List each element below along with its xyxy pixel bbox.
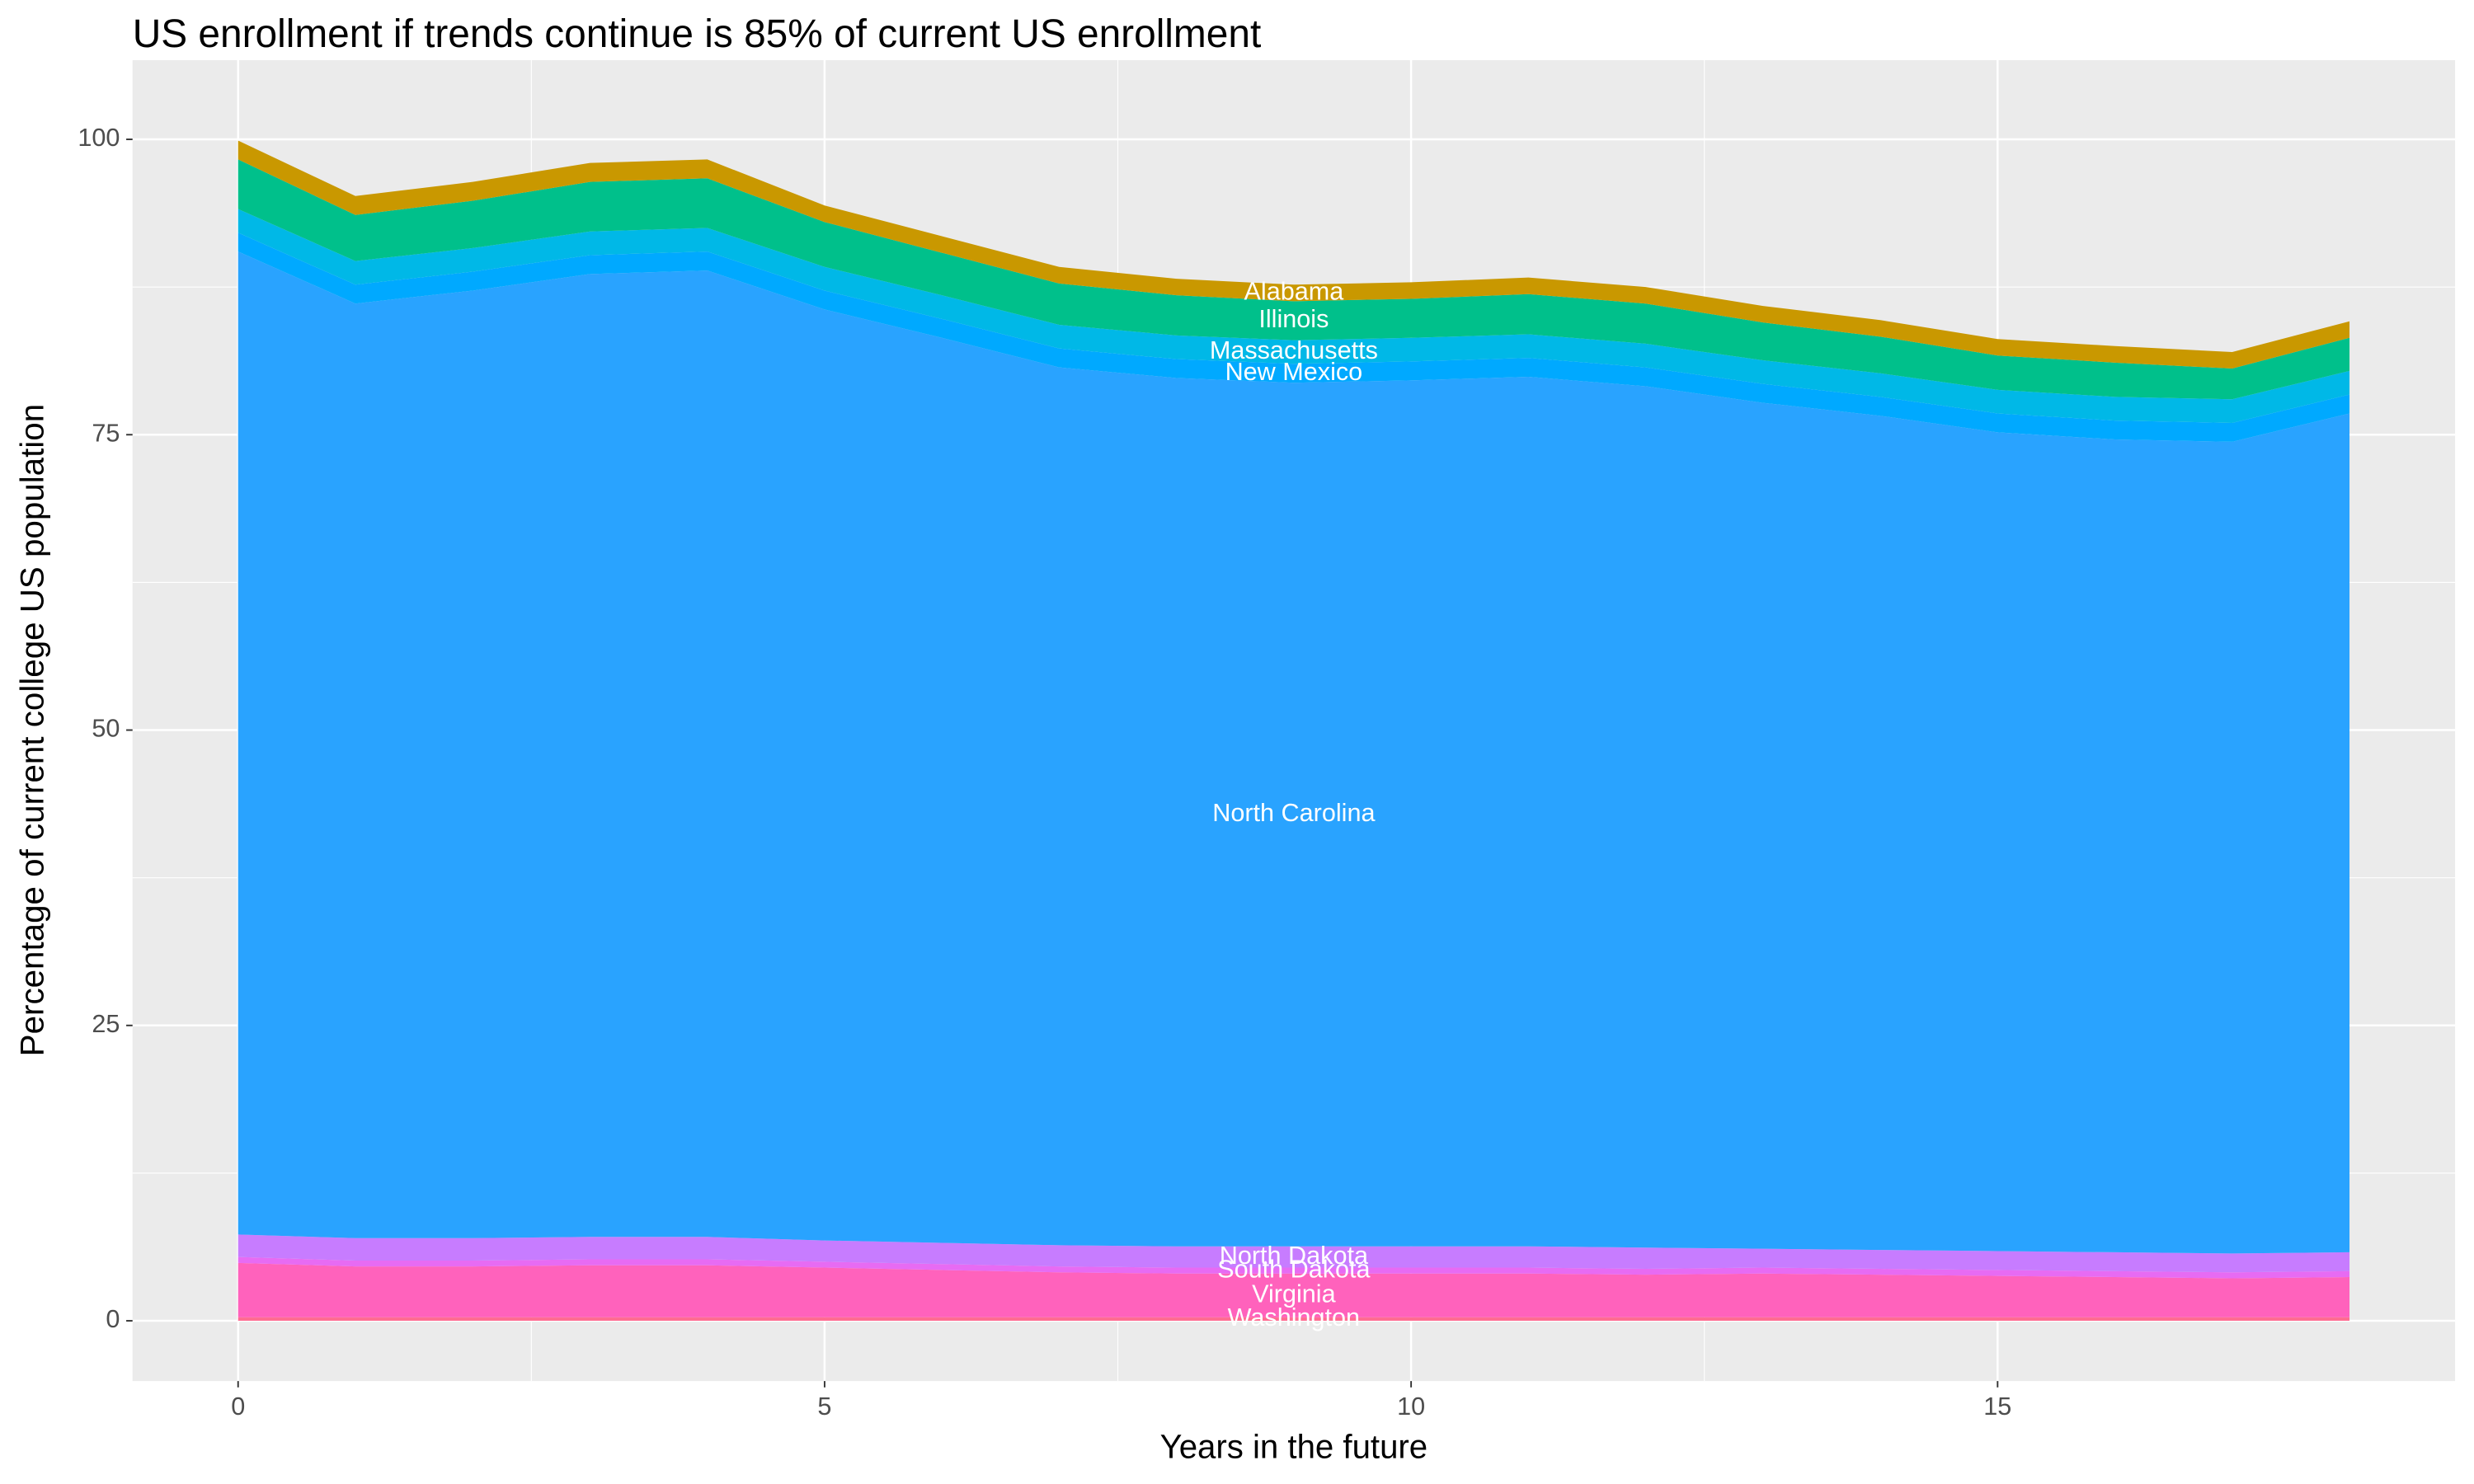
y-tick-label: 25 — [92, 1010, 120, 1038]
x-tick-label: 0 — [231, 1392, 245, 1421]
area — [238, 1317, 2350, 1322]
series-label: Massachusetts — [1210, 336, 1378, 364]
x-tick-label: 15 — [1983, 1392, 2011, 1421]
x-axis-title: Years in the future — [1160, 1428, 1428, 1465]
series-label: North Carolina — [1212, 799, 1376, 827]
series-label: Washington — [1228, 1303, 1360, 1331]
series-label: South Dakota — [1217, 1255, 1371, 1283]
area — [238, 159, 2350, 400]
axes: 0 25 50 75 100 0 5 10 15 — [78, 124, 2011, 1421]
area — [238, 140, 2350, 369]
series-label: Alabama — [1244, 277, 1345, 305]
area — [238, 251, 2350, 1254]
y-tick-label: 0 — [106, 1305, 120, 1333]
area — [238, 1234, 2350, 1273]
chart-title: US enrollment if trends continue is 85% … — [133, 12, 1262, 56]
series-label: New Mexico — [1225, 358, 1363, 386]
x-tick-label: 5 — [817, 1392, 831, 1421]
area — [238, 1262, 2350, 1317]
area — [238, 209, 2350, 423]
areas — [238, 140, 2350, 1322]
area — [238, 232, 2350, 442]
series-label: Illinois — [1258, 305, 1329, 333]
y-tick-label: 100 — [78, 124, 120, 152]
y-axis-title: Percentage of current college US populat… — [14, 404, 51, 1056]
y-tick-label: 50 — [92, 715, 120, 743]
series-label: Virginia — [1252, 1280, 1336, 1308]
x-tick-label: 10 — [1397, 1392, 1425, 1421]
series-label: North Dakota — [1220, 1242, 1369, 1270]
y-tick-label: 75 — [92, 419, 120, 447]
